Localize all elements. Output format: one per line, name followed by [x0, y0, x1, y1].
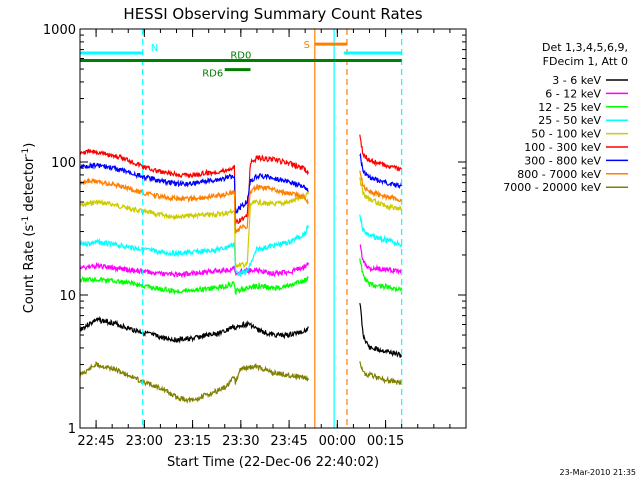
- y-tick-label-0: 1: [68, 422, 76, 437]
- legend-label-8: 7000 - 20000 keV: [503, 181, 601, 194]
- legend-label-3: 25 - 50 keV: [538, 114, 601, 127]
- state-label-rd6: RD6: [202, 69, 223, 80]
- x-tick-label-0: 22:45: [77, 434, 114, 449]
- axis-layer: 22:45 23:00 23:15 23:30 23:45 00:00 00:15 1 10 10…: [43, 23, 467, 449]
- series-line-5: [80, 148, 309, 225]
- series-line-after-gap-4: [359, 177, 403, 212]
- legend-label-7: 800 - 7000 keV: [517, 168, 601, 181]
- series-line-after-gap-5: [359, 134, 403, 172]
- annotation-layer: N RD0 RD6 S: [80, 29, 403, 428]
- legend-label-6: 300 - 800 keV: [524, 154, 601, 167]
- state-label-rd0: RD0: [230, 50, 251, 61]
- y-tick-label-1: 10: [59, 289, 76, 304]
- y-axis-label-sup2: -1: [21, 148, 31, 157]
- series-line-4: [80, 191, 309, 269]
- series-line-7: [80, 177, 309, 234]
- legend-label-5: 100 - 300 keV: [524, 141, 601, 154]
- legend: Det 1,3,4,5,6,9, FDecim 1, Att 0 3 - 6 k…: [503, 41, 628, 194]
- series-line-8: [80, 361, 309, 404]
- series-layer: [80, 134, 403, 404]
- legend-label-1: 6 - 12 keV: [545, 87, 601, 100]
- series-line-0: [80, 315, 309, 344]
- y-axis-label: Count Rate (s-1 detector-1): [21, 143, 37, 314]
- series-line-6: [80, 161, 309, 214]
- y-axis-label-end: ): [22, 143, 37, 148]
- y-axis-label-main: Count Rate (s: [22, 225, 37, 314]
- series-line-after-gap-8: [359, 361, 402, 386]
- series-line-1: [80, 261, 309, 279]
- series-line-after-gap-7: [359, 170, 403, 203]
- x-tick-label-4: 23:45: [270, 434, 307, 449]
- legend-label-2: 12 - 25 keV: [538, 101, 601, 114]
- y-axis-label-mid: detector: [22, 156, 37, 216]
- legend-label-0: 3 - 6 keV: [552, 74, 601, 87]
- x-tick-label-2: 23:15: [174, 434, 211, 449]
- x-tick-label-6: 00:15: [367, 434, 404, 449]
- y-tick-label-2: 100: [51, 156, 76, 171]
- y-axis-label-sup1: -1: [21, 216, 31, 225]
- legend-header-line-2: FDecim 1, Att 0: [543, 55, 628, 68]
- series-line-after-gap-3: [359, 214, 403, 248]
- chart-title: HESSI Observing Summary Count Rates: [123, 5, 422, 23]
- series-line-after-gap-2: [359, 258, 403, 293]
- legend-label-4: 50 - 100 keV: [531, 128, 601, 141]
- x-tick-label-1: 23:00: [126, 434, 163, 449]
- series-line-after-gap-0: [359, 302, 403, 358]
- state-label-n: N: [151, 43, 158, 54]
- y-tick-label-3: 1000: [43, 23, 76, 38]
- x-tick-label-5: 00:00: [319, 434, 356, 449]
- footer-timestamp: 23-Mar-2010 21:35: [560, 468, 637, 477]
- state-label-s: S: [304, 40, 310, 51]
- x-axis-label: Start Time (22-Dec-06 22:40:02): [167, 455, 379, 470]
- series-line-after-gap-1: [359, 244, 403, 275]
- legend-header-line-1: Det 1,3,4,5,6,9,: [542, 41, 628, 54]
- series-line-2: [80, 275, 309, 296]
- series-line-after-gap-6: [359, 152, 403, 190]
- x-tick-label-3: 23:30: [222, 434, 259, 449]
- plot-clip-group: N RD0 RD6 S: [80, 29, 403, 428]
- series-line-3: [80, 224, 309, 278]
